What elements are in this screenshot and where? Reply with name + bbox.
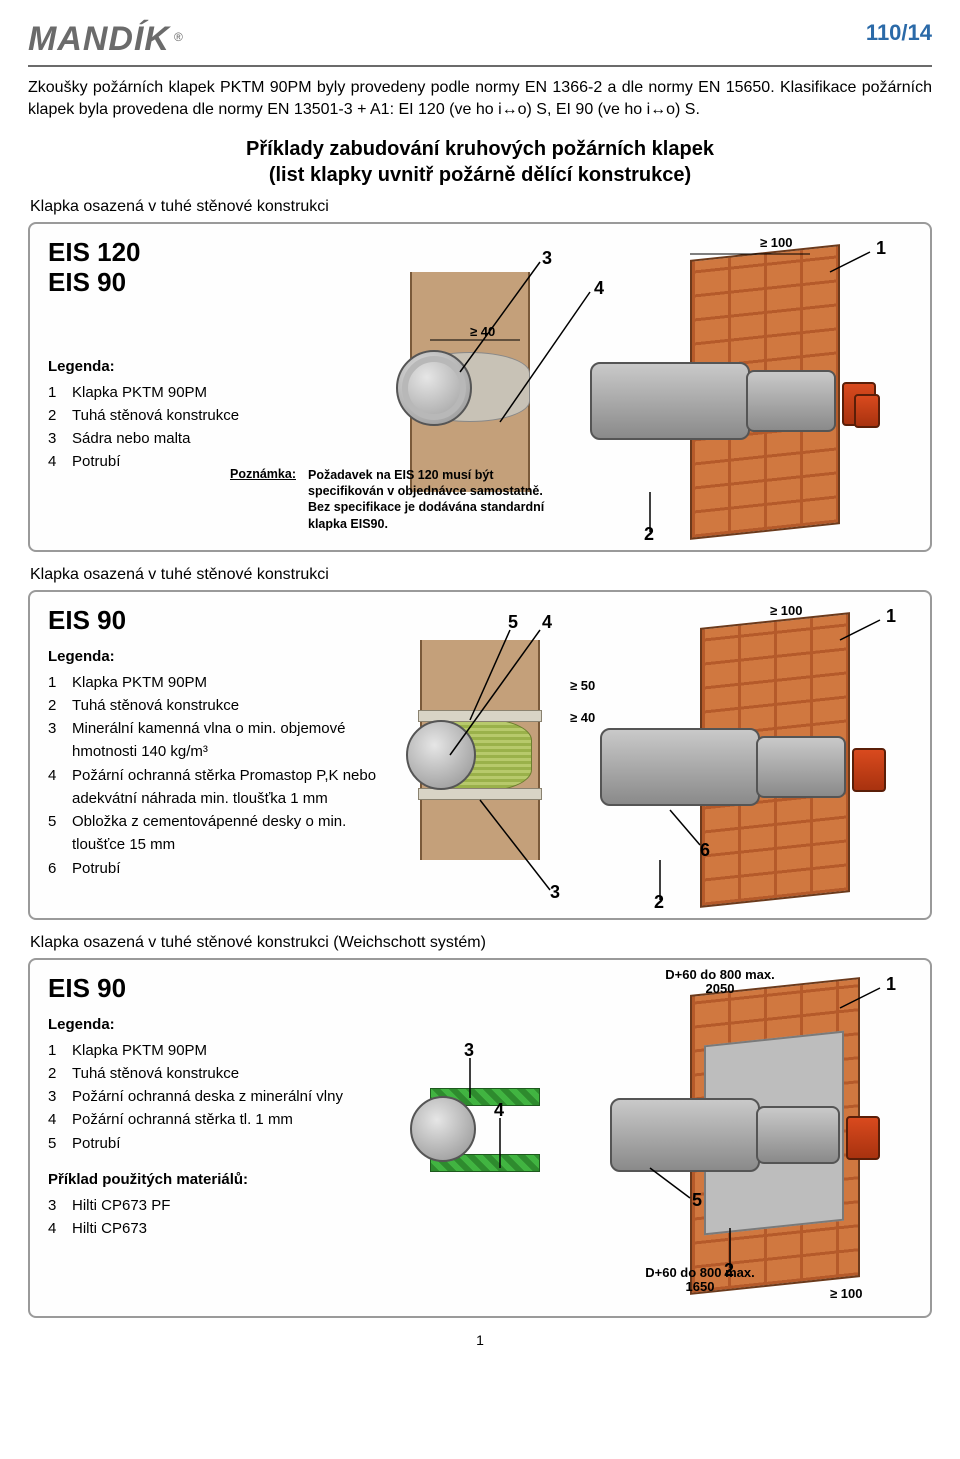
leader-num: 2 bbox=[654, 892, 664, 913]
duct-face-icon bbox=[406, 720, 476, 790]
duct-face-icon bbox=[410, 1096, 476, 1162]
legend-item: 1Klapka PKTM 90PM bbox=[48, 381, 378, 404]
dim-label: D+60 do 800 max. 1650 bbox=[640, 1266, 760, 1295]
damper-extension-icon bbox=[746, 370, 836, 432]
page-code: 110/14 bbox=[866, 20, 932, 46]
panel-3: EIS 90 D+60 do 800 max. 2050 D+60 do 800… bbox=[28, 958, 932, 1318]
logo: MANDÍK ® bbox=[28, 20, 183, 59]
legend-item: 5Potrubí bbox=[48, 1132, 378, 1155]
section-title-line1: Příklady zabudování kruhových požárních … bbox=[28, 136, 932, 162]
duct-ring-icon bbox=[402, 356, 466, 420]
subheading-2: Klapka osazená v tuhé stěnové konstrukci bbox=[30, 566, 930, 584]
dim-label: ≥ 40 bbox=[570, 710, 595, 725]
actuator-icon bbox=[852, 748, 886, 792]
leader-num: 3 bbox=[542, 248, 552, 269]
legend-item: 2Tuhá stěnová konstrukce bbox=[48, 404, 378, 427]
actuator-icon bbox=[854, 394, 880, 428]
subheading-1: Klapka osazená v tuhé stěnové konstrukci bbox=[30, 198, 930, 216]
damper-body-icon bbox=[600, 728, 760, 806]
leader-num: 4 bbox=[542, 612, 552, 633]
damper-body-icon bbox=[610, 1098, 760, 1172]
dim-label: D+60 do 800 max. 2050 bbox=[660, 968, 780, 997]
legend-list-3: 1Klapka PKTM 90PM 2Tuhá stěnová konstruk… bbox=[48, 1039, 378, 1155]
legend-item: 2Tuhá stěnová konstrukce bbox=[48, 694, 378, 717]
section-title-line2: (list klapky uvnitř požárně dělící konst… bbox=[28, 162, 932, 188]
note-text: Požadavek na EIS 120 musí být specifikov… bbox=[308, 467, 568, 532]
section-title: Příklady zabudování kruhových požárních … bbox=[28, 136, 932, 188]
leader-num: 2 bbox=[644, 524, 654, 545]
dim-label: ≥ 100 bbox=[770, 603, 802, 618]
damper-body-icon bbox=[590, 362, 750, 440]
legend-item: 6Potrubí bbox=[48, 857, 378, 880]
dim-label: ≥ 40 bbox=[470, 324, 495, 339]
leader-num: 1 bbox=[886, 606, 896, 627]
subheading-3: Klapka osazená v tuhé stěnové konstrukci… bbox=[30, 934, 930, 952]
legend-item: 2Tuhá stěnová konstrukce bbox=[48, 1062, 378, 1085]
page-number: 1 bbox=[28, 1332, 932, 1348]
leader-num: 6 bbox=[700, 840, 710, 861]
panel-1: EIS 120 EIS 90 bbox=[28, 222, 932, 552]
damper-extension-icon bbox=[756, 736, 846, 798]
note-label: Poznámka: bbox=[230, 467, 296, 532]
legend-list-2: 1Klapka PKTM 90PM 2Tuhá stěnová konstruk… bbox=[48, 671, 378, 880]
page: MANDÍK ® 110/14 Zkoušky požárních klapek… bbox=[0, 0, 960, 1459]
leader-num: 3 bbox=[550, 882, 560, 903]
diagram-2: ≥ 100 ≥ 50 ≥ 40 5 4 3 2 6 1 bbox=[400, 600, 905, 910]
legend-item: 3Minerální kamenná vlna o min. objemové … bbox=[48, 717, 378, 764]
legend-item: 4Požární ochranná stěrka tl. 1 mm bbox=[48, 1108, 378, 1131]
legend-item: 3Sádra nebo malta bbox=[48, 427, 378, 450]
leader-num: 2 bbox=[724, 1260, 734, 1281]
legend-item: 1Klapka PKTM 90PM bbox=[48, 1039, 378, 1062]
leader-num: 1 bbox=[886, 974, 896, 995]
materials-item: 4Hilti CP673 bbox=[48, 1217, 378, 1240]
leader-num: 4 bbox=[494, 1100, 504, 1121]
legend-item: 5Obložka z cementovápenné desky o min. t… bbox=[48, 810, 378, 857]
leader-num: 5 bbox=[508, 612, 518, 633]
damper-extension-icon bbox=[756, 1106, 840, 1164]
legend-item: 1Klapka PKTM 90PM bbox=[48, 671, 378, 694]
legend-list-1: 1Klapka PKTM 90PM 2Tuhá stěnová konstruk… bbox=[48, 381, 378, 474]
leader-num: 1 bbox=[876, 238, 886, 259]
intro-paragraph: Zkoušky požárních klapek PKTM 90PM byly … bbox=[28, 77, 932, 122]
note-row: Poznámka: Požadavek na EIS 120 musí být … bbox=[230, 467, 568, 532]
materials-list: 3Hilti CP673 PF 4Hilti CP673 bbox=[48, 1194, 378, 1241]
dim-label: ≥ 100 bbox=[760, 235, 792, 250]
leader-num: 4 bbox=[594, 278, 604, 299]
leader-num: 3 bbox=[464, 1040, 474, 1061]
logo-text: MANDÍK bbox=[28, 20, 170, 59]
diagram-3: D+60 do 800 max. 2050 D+60 do 800 max. 1… bbox=[400, 968, 905, 1308]
header: MANDÍK ® 110/14 bbox=[28, 20, 932, 59]
leader-num: 5 bbox=[692, 1190, 702, 1211]
dim-label: ≥ 100 bbox=[830, 1286, 862, 1301]
dim-label: ≥ 50 bbox=[570, 678, 595, 693]
panel-2: EIS 90 ≥ 100 ≥ 50 ≥ 40 5 4 bbox=[28, 590, 932, 920]
registered-mark: ® bbox=[174, 30, 183, 44]
legend-item: 4Požární ochranná stěrka Promastop P,K n… bbox=[48, 764, 378, 811]
materials-item: 3Hilti CP673 PF bbox=[48, 1194, 378, 1217]
legend-item: 3Požární ochranná deska z minerální vlny bbox=[48, 1085, 378, 1108]
header-rule bbox=[28, 65, 932, 67]
actuator-icon bbox=[846, 1116, 880, 1160]
